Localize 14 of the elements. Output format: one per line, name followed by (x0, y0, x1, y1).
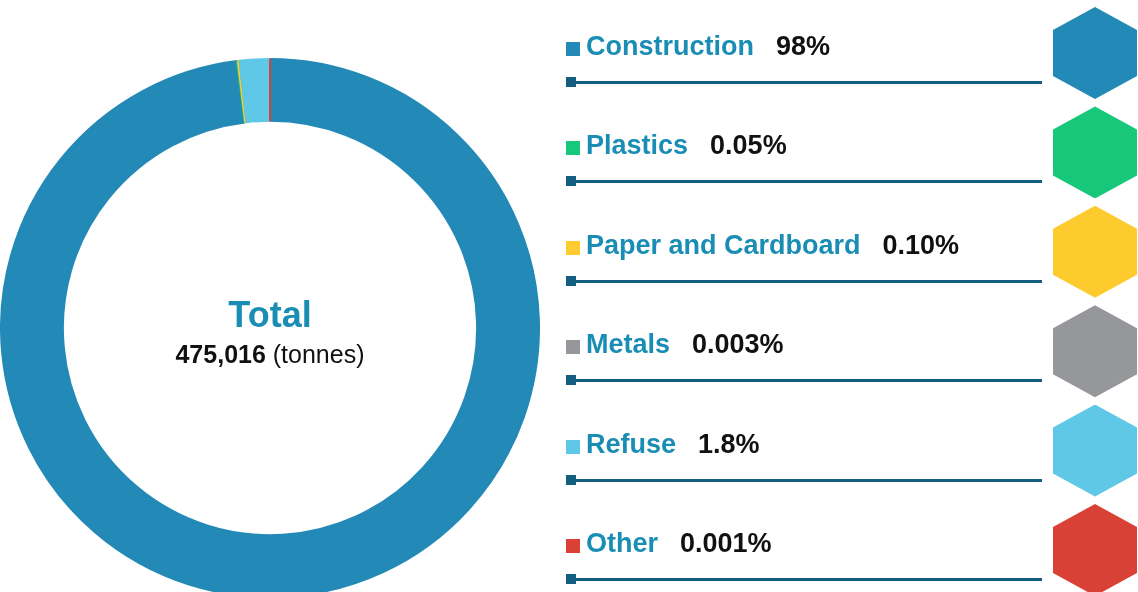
data-label: 0.001% (680, 528, 772, 558)
text: Total (227, 294, 313, 336)
legend-label: Metals (586, 329, 671, 360)
legend-label: Construction (586, 31, 754, 61)
legend-label: Refuse (586, 428, 677, 459)
data-label: 0.05% (710, 130, 787, 161)
data-label: 0.10% (882, 229, 960, 260)
legend-label: Other (586, 528, 659, 558)
data-label: 98% (776, 31, 831, 61)
legend-label: Plastics (586, 130, 689, 161)
legend-label: Paper and Cardboard (586, 229, 861, 260)
data-label: 0.003% (692, 329, 784, 360)
text: 475,016 (tonnes) (175, 340, 365, 368)
data-label: 1.8% (698, 428, 760, 459)
